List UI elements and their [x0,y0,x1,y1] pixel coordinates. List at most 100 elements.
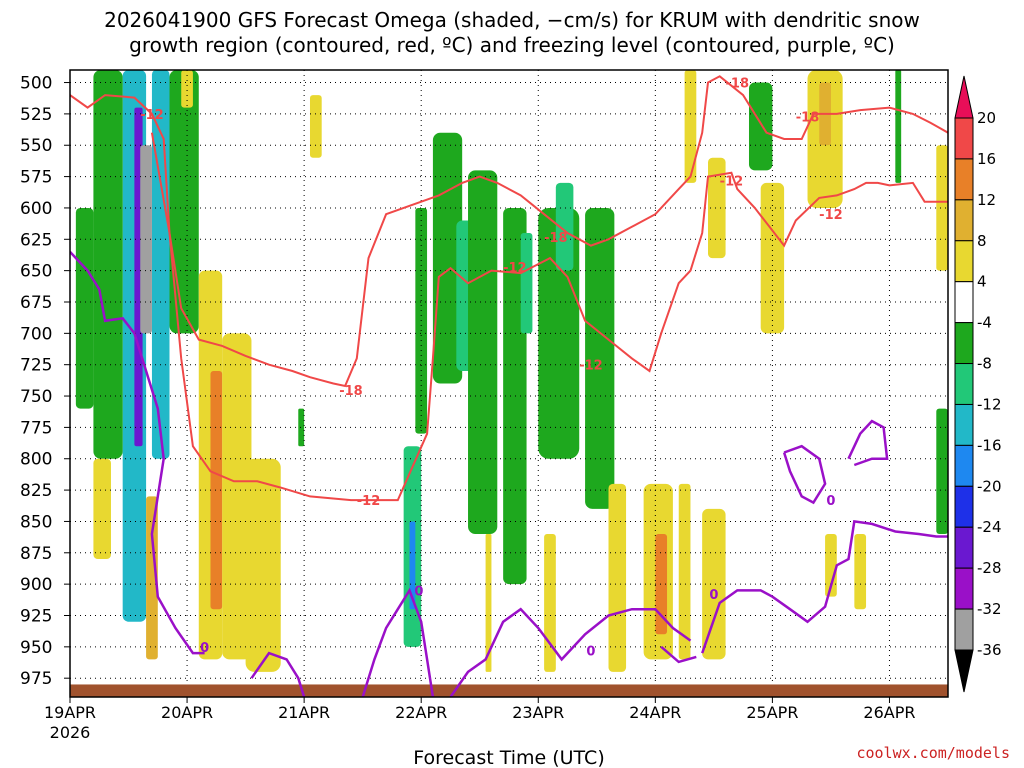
omega-cell-6 [169,70,199,334]
omega-cell-24 [608,483,627,672]
x-tick-label: 24APR [629,703,681,722]
chart-title-line2: growth region (contoured, red, ºC) and f… [129,33,895,57]
y-tick-label: 950 [20,638,52,658]
x-axis-title: Forecast Time (UTC) [413,747,604,768]
y-tick-label: 600 [20,199,52,219]
omega-cell-31 [748,82,773,171]
colorbar-segment-8 [954,444,974,487]
colorbar-tick-label: -16 [977,436,1002,454]
y-tick-label: 725 [20,356,52,376]
colorbar-tick-label: 12 [977,191,996,209]
omega-cell-44 [544,533,556,672]
dgz-label-5: -12 [579,359,603,374]
omega-cell-23 [555,182,574,271]
omega-cell-10 [222,333,252,660]
omega-cell-30 [708,157,726,259]
colorbar-segment-5 [954,322,974,365]
dgz-label-1: -18 [339,384,363,399]
plot-area: -12 -18 -12 -12 -18 -12 -12 -18 -18 -12 0 0 0 0 0 [69,69,949,698]
dgz-label-0: -12 [140,108,164,123]
colorbar-segment-1 [954,158,974,201]
omega-cell-41 [309,95,322,158]
omega-cell-18 [468,170,498,534]
y-tick-label: 825 [20,481,52,501]
x-axis: 19APR 20APR 21APR 22APR 23APR 24APR 25APR 26APR… [44,697,916,742]
freezing-label-1: 0 [414,584,423,599]
y-tick-label: 500 [20,74,52,94]
x-tick-label: 23APR [512,703,564,722]
colorbar-segment-11 [954,567,974,610]
y-tick-label: 800 [20,450,52,470]
colorbar-tick-label: 8 [977,232,987,250]
dgz-label-2: -12 [357,494,381,509]
colorbar-tick-label: -36 [977,641,1002,659]
dgz-label-3: -12 [503,261,527,276]
dgz-contour-1 [150,75,948,388]
freezing-label-2: 0 [586,645,595,660]
y-tick-label: 775 [20,418,52,438]
omega-cell-29 [684,70,697,183]
omega-cell-43 [485,533,492,672]
omega-cell-37 [895,70,902,183]
colorbar-segment-9 [954,485,974,528]
x-tick-label: 19APR [44,703,96,722]
x-tick-label: 21APR [278,703,330,722]
omega-cell-7 [146,496,158,660]
freezing-contour-7 [847,419,889,467]
omega-cell-27 [678,483,691,660]
omega-cell-42 [298,408,305,447]
y-tick-label: 925 [20,606,52,626]
dgz-label-7: -18 [726,77,750,92]
colorbar-segment-10 [954,526,974,569]
omega-cell-38 [936,408,948,534]
colorbar-tick-label: 4 [977,273,987,291]
freezing-contour-0 [70,250,205,655]
colorbar-tick-label: -24 [977,518,1002,536]
colorbar-segment-12 [954,608,974,651]
omega-shading [75,70,948,672]
colorbar-segment-2 [954,199,974,242]
omega-cell-22 [585,207,615,509]
dgz-label-8: -18 [796,110,820,125]
omega-cell-35 [825,533,837,597]
colorbar-segment-6 [954,363,974,405]
y-tick-label: 850 [20,512,52,532]
colorbar-segment-7 [954,403,974,446]
freezing-label-3: 0 [709,588,718,603]
y-tick-label: 700 [20,324,52,344]
colorbar-segment-3 [954,240,974,283]
omega-cell-11 [245,458,281,672]
omega-cell-3 [140,145,152,334]
credit-link[interactable]: coolwx.com/models [856,744,1010,762]
omega-cell-14 [409,521,416,610]
freezing-contour-4 [701,519,948,654]
omega-cell-32 [760,182,785,334]
x-tick-label: 26APR [863,703,915,722]
y-tick-label: 750 [20,387,52,407]
dgz-label-4: -18 [544,231,568,246]
colorbar-tick-label: -8 [977,355,992,373]
colorbar-top-arrow [954,75,974,119]
omega-cell-39 [936,145,948,271]
colorbar-tick-label: -12 [977,395,1002,413]
colorbar-segment-4 [954,281,974,324]
freezing-contour-5 [660,645,697,664]
dgz-contour-0 [70,94,948,502]
omega-cell-26 [655,533,668,635]
plot-frame [69,69,949,698]
y-tick-label: 550 [20,136,52,156]
freezing-contour-2 [361,587,435,697]
chart-title-line1: 2026041900 GFS Forecast Omega (shaded, −… [104,8,920,32]
omega-cell-40 [181,70,193,108]
colorbar-tick-label: -20 [977,477,1002,495]
colorbar: 20 16 12 8 4 -4 -8 -12 -16 -20 -24 -28 -32 -36 [954,75,1002,693]
y-tick-label: 975 [20,669,52,689]
freezing-contour-3 [449,607,692,697]
y-tick-label: 525 [20,105,52,125]
y-tick-label: 575 [20,168,52,188]
omega-cell-4 [93,70,123,459]
y-tick-label: 675 [20,293,52,313]
colorbar-tick-label: 20 [977,109,996,127]
x-tick-label: 20APR [161,703,213,722]
y-tick-label: 900 [20,575,52,595]
